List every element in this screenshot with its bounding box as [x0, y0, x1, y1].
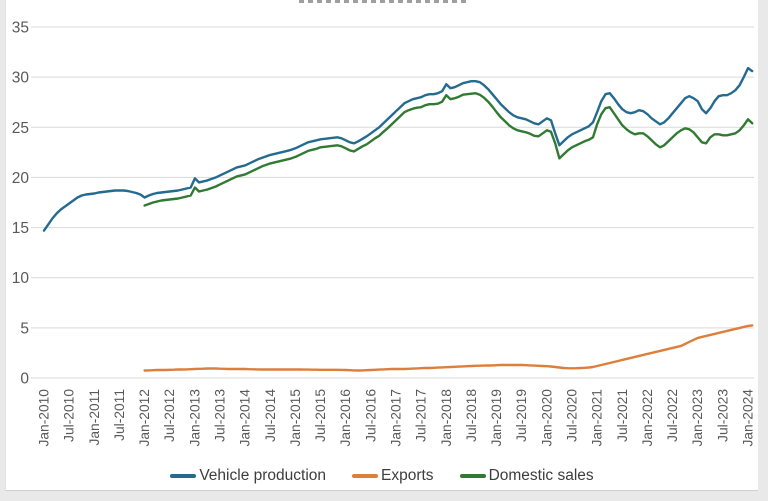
- y-tick-label: 0: [20, 371, 29, 388]
- x-tick-label: Jan-2011: [87, 389, 102, 446]
- line-swatch-icon: [459, 474, 486, 478]
- x-tick-label: Jul-2012: [162, 389, 177, 442]
- y-tick-label: 10: [12, 270, 30, 287]
- line-swatch-icon: [352, 474, 378, 478]
- window-edge-bottom: [0, 491, 768, 501]
- y-tick-label: 25: [12, 120, 29, 137]
- x-tick-label: Jan-2010: [37, 389, 52, 447]
- legend-item-exports: Exports: [352, 467, 434, 485]
- x-tick-label: Jul-2021: [615, 389, 630, 442]
- x-tick-label: Jul-2023: [715, 389, 730, 442]
- x-tick-label: Jan-2021: [590, 389, 605, 447]
- y-tick-label: 30: [12, 70, 30, 87]
- x-tick-label: Jan-2019: [489, 389, 504, 447]
- series-line-domestic-sales: [143, 91, 754, 207]
- legend-label: Domestic sales: [488, 467, 594, 484]
- x-tick-label: Jan-2012: [137, 389, 152, 447]
- x-tick-label: Jul-2020: [565, 389, 580, 442]
- x-tick-label: Jul-2013: [213, 389, 228, 442]
- x-tick-label: Jul-2019: [514, 389, 529, 442]
- x-tick-label: Jul-2014: [263, 389, 278, 442]
- x-tick-label: Jul-2016: [363, 389, 378, 442]
- plot-svg: 0 5 10 15 20 25 30 35 Jan-2010 Jul-2010 Jan-2011 Ju…: [12, 20, 756, 447]
- chart-panel: 0 5 10 15 20 25 30 35 Jan-2010 Jul-2010 Jan-2011 Ju…: [5, 0, 759, 491]
- x-tick-label: Jul-2015: [313, 389, 328, 442]
- x-tick-label: Jul-2017: [414, 389, 429, 442]
- series-line-vehicle-production: [42, 66, 754, 232]
- y-tick-label: 15: [12, 220, 29, 237]
- x-tick-label: Jan-2022: [640, 389, 655, 447]
- y-tick-label: 20: [12, 170, 30, 187]
- x-tick-label: Jul-2018: [464, 389, 479, 442]
- x-tick-label: Jan-2023: [690, 389, 705, 447]
- x-tick-label: Jan-2018: [439, 389, 454, 447]
- line-swatch-icon: [170, 474, 197, 478]
- legend-label: Exports: [381, 467, 434, 484]
- x-tick-label: Jul-2010: [62, 389, 77, 442]
- legend-label: Vehicle production: [199, 467, 326, 484]
- chart-legend: Vehicle production Exports Domestic sale…: [6, 467, 758, 485]
- x-tick-label: Jul-2022: [665, 389, 680, 442]
- x-tick-label: Jan-2014: [238, 389, 253, 447]
- x-tick-label: Jan-2013: [187, 389, 202, 447]
- clipped-chart-title: [299, 0, 467, 3]
- x-tick-label: Jan-2016: [338, 389, 353, 447]
- x-tick-label: Jul-2011: [112, 389, 127, 441]
- legend-item-vehicle-production: Vehicle production: [170, 467, 326, 485]
- x-tick-label: Jan-2020: [539, 389, 554, 447]
- y-tick-label: 35: [12, 20, 29, 37]
- x-tick-label: Jan-2017: [389, 389, 404, 447]
- legend-item-domestic-sales: Domestic sales: [459, 467, 594, 485]
- x-tick-label: Jan-2024: [741, 389, 756, 447]
- series-line-exports: [143, 324, 754, 372]
- window-edge-right: [758, 0, 768, 501]
- x-tick-label: Jan-2015: [288, 389, 303, 447]
- y-tick-label: 5: [20, 320, 29, 337]
